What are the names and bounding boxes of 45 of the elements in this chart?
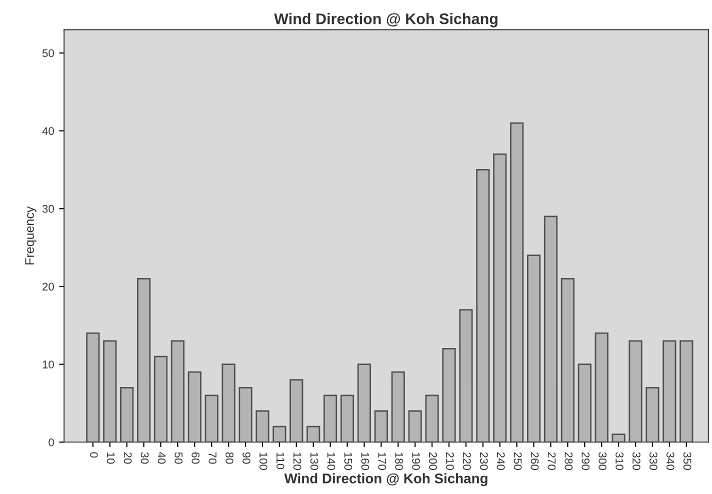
x-tick-label: 310 [616,452,624,470]
y-tick-label: 40 [42,127,54,135]
x-tick-label: 130 [310,452,318,470]
x-tick-label: 170 [378,452,386,470]
y-axis-title: Frequency [25,206,36,264]
x-tick-label: 50 [174,452,183,464]
chart-title: Wind Direction @ Koh Sichang [274,13,498,28]
x-tick-label: 210 [446,452,454,470]
x-tick-label: 40 [158,452,166,464]
x-tick-label: 270 [548,452,556,470]
y-tick-label: 0 [48,438,54,446]
y-tick-label: 50 [42,49,54,58]
x-tick-label: 340 [666,452,674,470]
x-tick-label: 110 [276,452,284,470]
x-tick-label: 320 [632,452,640,470]
x-tick-label: 0 [90,452,98,458]
x-tick-label: 250 [514,452,522,470]
x-tick-label: 280 [564,452,573,470]
x-tick-label: 190 [412,452,420,470]
x-tick-label: 230 [480,452,488,470]
x-axis-title: Wind Direction @ Koh Sichang [284,473,488,486]
x-tick-label: 330 [650,452,658,470]
x-tick-label: 120 [293,452,302,470]
x-tick-label: 60 [192,452,200,464]
x-tick-label: 290 [582,452,590,470]
x-tick-label: 150 [344,452,352,470]
x-tick-label: 260 [530,452,539,470]
x-tick-label: 180 [395,452,404,470]
x-tick-label: 240 [496,452,505,470]
x-tick-label: 220 [462,452,471,470]
x-tick-label: 200 [429,452,437,470]
x-tick-label: 100 [259,452,268,470]
x-tick-label: 20 [124,452,132,464]
y-tick-label: 10 [42,360,54,368]
x-tick-label: 140 [327,452,336,470]
x-tick-label: 90 [242,452,250,464]
y-tick-label: 30 [42,204,54,213]
x-tick-label: 70 [208,452,216,464]
x-tick-label: 350 [683,452,692,470]
x-tick-label: 30 [140,452,149,464]
x-tick-label: 300 [598,452,606,470]
x-tick-label: 10 [106,452,115,464]
x-tick-label: 80 [226,452,234,464]
y-tick-label: 20 [42,282,54,291]
x-tick-label: 160 [361,452,370,470]
